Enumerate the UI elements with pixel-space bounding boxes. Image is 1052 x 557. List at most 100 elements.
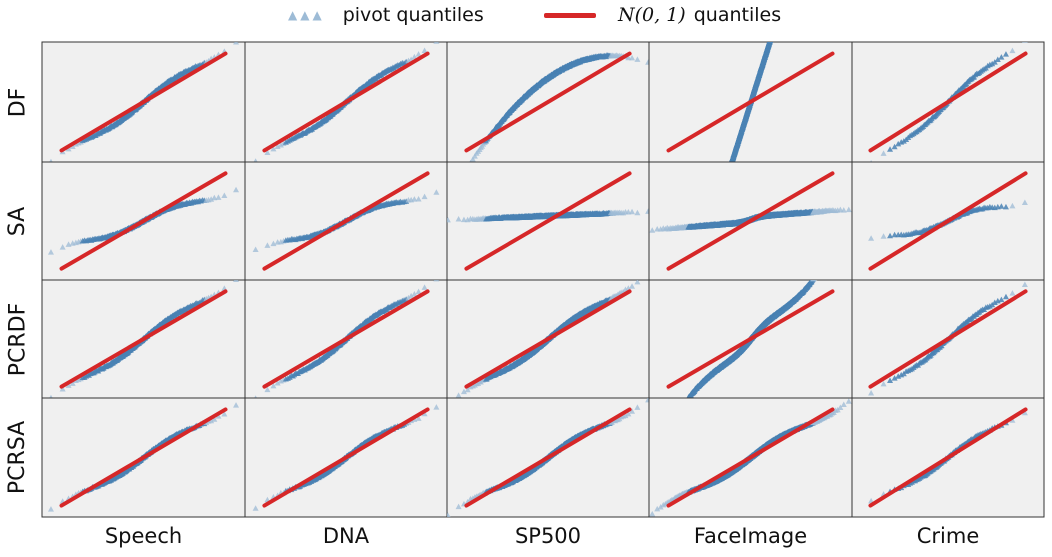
pivot-point xyxy=(778,4,784,10)
pivot-point xyxy=(645,208,649,214)
pivot-point xyxy=(780,0,786,5)
pivot-point xyxy=(447,216,451,223)
pivot-point xyxy=(767,42,774,43)
pivot-point xyxy=(252,246,259,253)
pivot-point xyxy=(773,20,779,26)
panel-df-faceimage xyxy=(648,0,853,163)
pivot-point xyxy=(768,33,774,39)
pivot-point xyxy=(270,240,277,247)
pivot-point xyxy=(779,1,785,7)
pivot-point xyxy=(771,26,777,32)
pivot-point xyxy=(774,17,780,23)
pivot-point xyxy=(49,158,53,162)
pivot-point xyxy=(773,18,779,24)
pivot-point xyxy=(770,29,776,35)
pivot-point xyxy=(773,19,779,25)
pivot-point xyxy=(629,54,636,61)
pivot-point xyxy=(772,21,778,27)
pivot-point xyxy=(779,3,785,9)
pivot-point xyxy=(274,143,281,150)
pivot-point xyxy=(773,19,779,25)
pivot-point xyxy=(768,32,774,38)
pivot-point xyxy=(768,35,774,41)
pivot-point xyxy=(772,23,778,29)
pivot-point xyxy=(776,11,782,17)
pivot-point xyxy=(645,59,649,65)
pivot-point xyxy=(768,35,774,41)
pivot-point xyxy=(777,7,783,13)
pivot-point xyxy=(433,42,440,44)
pivot-point xyxy=(770,27,776,33)
pivot-point xyxy=(895,140,902,147)
legend-label-pivot: pivot quantiles xyxy=(342,4,484,26)
pivot-point xyxy=(264,242,271,248)
pivot-point xyxy=(775,11,781,16)
pivot-point xyxy=(778,6,784,12)
pivot-point xyxy=(777,7,783,13)
pivot-point xyxy=(769,30,775,36)
pivot-point xyxy=(777,6,783,11)
pivot-point xyxy=(768,36,774,42)
reference-line xyxy=(464,51,632,153)
pivot-point xyxy=(775,14,781,20)
pivot-point xyxy=(411,196,418,202)
panel-sa-sp500 xyxy=(446,161,650,281)
red-line-icon xyxy=(544,12,596,18)
pivot-point xyxy=(769,32,775,38)
pivot-point xyxy=(776,8,782,14)
pivot-point xyxy=(769,30,775,36)
pivot-point xyxy=(774,17,780,23)
pivot-point xyxy=(769,31,775,36)
legend-item-normal: N(0, 1) quantiles xyxy=(544,2,781,28)
pivot-point xyxy=(772,21,778,27)
pivot-point xyxy=(773,18,779,24)
pivot-point xyxy=(779,1,785,7)
pivot-point xyxy=(994,56,1001,63)
pivot-point xyxy=(775,12,781,18)
pivot-point xyxy=(779,2,785,8)
pivot-point xyxy=(774,15,780,20)
pivot-point xyxy=(887,146,894,152)
pivot-point xyxy=(778,4,784,10)
pivot-point xyxy=(777,7,783,12)
pivot-point xyxy=(781,0,787,3)
pivot-point xyxy=(277,142,284,148)
panel-sa-dna xyxy=(244,161,448,281)
pivot-point xyxy=(415,195,422,202)
pivot-point xyxy=(779,0,785,6)
pivot-point xyxy=(777,6,783,12)
panel-df-speech xyxy=(41,41,246,163)
pivot-point xyxy=(469,156,476,162)
pivot-point xyxy=(880,150,887,156)
pivot-point xyxy=(771,26,777,32)
pivot-point xyxy=(772,23,778,29)
pivot-point xyxy=(772,23,778,29)
pivot-point xyxy=(777,7,783,13)
legend: ▲▲▲ pivot quantiles N(0, 1) quantiles xyxy=(0,0,1052,32)
pivot-point xyxy=(769,31,775,37)
pivot-point xyxy=(775,13,781,19)
pivot-point xyxy=(771,25,777,31)
pivot-point xyxy=(769,31,775,36)
pivot-point xyxy=(771,24,777,30)
pivot-point xyxy=(1009,47,1016,54)
pivot-point xyxy=(649,227,656,233)
pivot-point xyxy=(778,2,784,8)
pivot-point xyxy=(769,31,775,37)
pivot-point xyxy=(769,32,775,37)
reference-line xyxy=(464,171,632,271)
pivot-point xyxy=(768,32,774,38)
pivot-point xyxy=(780,0,786,4)
panel-df-dna xyxy=(244,41,448,163)
pivot-point xyxy=(767,35,773,41)
pivot-point xyxy=(769,32,775,38)
pivot-point xyxy=(776,11,782,17)
pivot-point xyxy=(772,24,778,30)
pivot-point xyxy=(774,15,780,20)
pivot-point xyxy=(471,153,478,159)
pivot-point xyxy=(771,25,777,31)
pivot-point xyxy=(767,36,773,42)
pivot-point xyxy=(770,28,776,34)
pivot-point xyxy=(775,11,781,17)
pivot-point xyxy=(421,47,428,53)
